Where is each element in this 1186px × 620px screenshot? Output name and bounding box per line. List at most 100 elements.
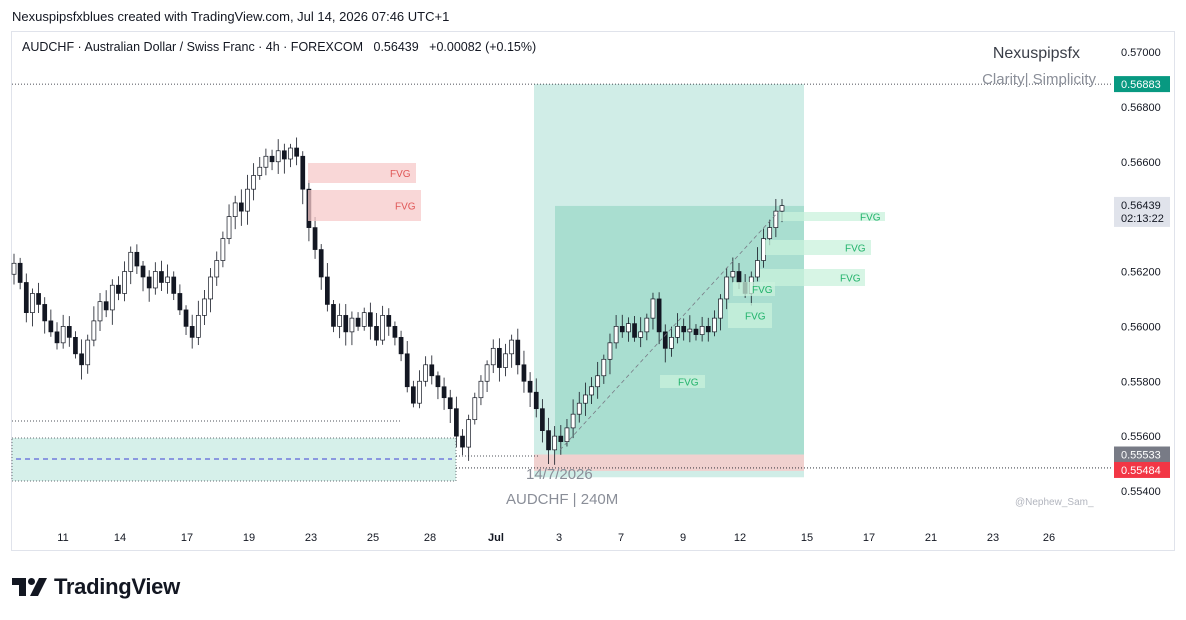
x-tick-label: 23: [987, 532, 999, 544]
candle-body: [159, 271, 164, 283]
candle-body: [558, 435, 564, 442]
stop-loss-price-label: 0.55484: [1121, 465, 1161, 477]
y-tick-label: 0.57000: [1121, 47, 1161, 59]
x-tick-label: 11: [57, 532, 68, 544]
candle-body: [490, 347, 496, 366]
candle-body: [214, 260, 220, 278]
candle-body: [318, 249, 324, 278]
fvg-box: [760, 269, 865, 286]
fvg-box: [765, 240, 871, 255]
candle-body: [527, 380, 533, 393]
candle-body: [85, 339, 91, 366]
x-tick-label: 17: [863, 532, 875, 544]
x-tick-label: 17: [181, 532, 193, 544]
x-tick-label: 12: [734, 532, 746, 544]
x-tick-label: 21: [925, 532, 937, 544]
x-tick-label: 3: [556, 532, 562, 544]
candle-body: [632, 323, 637, 338]
bar-countdown-label: 02:13:22: [1121, 213, 1164, 225]
symbol-legend[interactable]: AUDCHF · Australian Dollar / Swiss Franc…: [22, 40, 536, 54]
symbol-description: AUDCHF · Australian Dollar / Swiss Franc…: [22, 40, 364, 54]
fvg-label: FVG: [678, 378, 699, 389]
tradingview-logo-icon: [12, 578, 47, 596]
candle-body: [11, 262, 17, 275]
candle-body: [478, 380, 484, 399]
x-tick-label: 28: [424, 532, 436, 544]
candle-body: [36, 293, 41, 305]
y-tick-label: 0.56600: [1121, 157, 1161, 169]
candle-body: [472, 397, 478, 421]
candle-body: [331, 304, 336, 327]
candle-body: [189, 326, 195, 338]
candle-body: [79, 353, 84, 366]
candle-body: [509, 339, 515, 355]
brand-tagline: Clarity| Simplicity: [982, 71, 1096, 88]
candle-body: [146, 276, 152, 289]
overlays-layer: FVG FVG FVG FVG FVG FVG FVG FVG: [308, 163, 885, 451]
chart-caption: Nexuspipsfxblues created with TradingVie…: [12, 9, 450, 24]
candle-body: [60, 326, 66, 344]
tradingview-logo[interactable]: TradingView: [12, 574, 180, 600]
fvg-label: FVG: [745, 312, 766, 323]
candle-body: [312, 227, 318, 250]
x-tick-label: Jul: [488, 532, 504, 544]
candle-body: [257, 166, 263, 176]
candle-body: [355, 317, 361, 327]
candle-body: [423, 364, 428, 382]
candle-body: [128, 251, 134, 272]
candle-body: [324, 276, 330, 305]
candle-body: [607, 342, 613, 360]
candle-body: [275, 150, 281, 163]
candle-body: [195, 315, 201, 338]
candle-body: [245, 188, 250, 212]
candle-body: [337, 315, 342, 327]
candle-body: [343, 315, 349, 333]
take-profit-price-tag: [1114, 76, 1170, 93]
candle-body: [281, 150, 287, 160]
candle-body: [404, 353, 410, 388]
candle-body: [570, 413, 576, 429]
fvg-label: FVG: [845, 244, 866, 255]
candle-body: [152, 271, 158, 289]
candle-body: [589, 386, 594, 396]
candle-body: [42, 304, 48, 322]
stop-loss-price-tag: [1114, 461, 1170, 478]
candle-body: [595, 375, 601, 388]
candle-body: [718, 298, 723, 319]
fvg-label: FVG: [395, 202, 416, 213]
candle-body: [368, 312, 373, 327]
current-price-label: 0.56439: [1121, 200, 1161, 212]
candle-body: [386, 315, 392, 327]
candle-body: [263, 155, 269, 168]
candle-body: [675, 326, 680, 338]
x-tick-label: 7: [618, 532, 624, 544]
candle-body: [656, 298, 662, 333]
candle-body: [109, 284, 115, 311]
candle-body: [300, 155, 306, 190]
candle-body: [564, 427, 570, 442]
candle-body: [417, 380, 422, 404]
candle-body: [226, 216, 232, 239]
entry-price-tag: [1114, 446, 1170, 463]
y-tick-label: 0.56800: [1121, 102, 1161, 114]
fvg-box: [780, 212, 885, 221]
date-annotation: 14/7/2026: [526, 466, 593, 483]
chart-frame[interactable]: [11, 31, 1175, 551]
candle-body: [208, 276, 213, 300]
candle-body: [497, 347, 502, 368]
candle-body: [97, 301, 103, 322]
candle-body: [521, 364, 527, 382]
candle-body: [269, 155, 275, 163]
candle-body: [626, 323, 631, 333]
candle-body: [705, 326, 711, 333]
candle-body: [724, 276, 730, 300]
candle-body: [30, 293, 35, 314]
fvg-box: [660, 375, 705, 388]
candle-body: [374, 326, 379, 341]
y-tick-label: 0.55400: [1121, 486, 1161, 498]
candle-body: [103, 301, 109, 311]
candle-body: [447, 397, 453, 410]
candle-body: [515, 339, 521, 366]
x-tick-label: 15: [801, 532, 813, 544]
